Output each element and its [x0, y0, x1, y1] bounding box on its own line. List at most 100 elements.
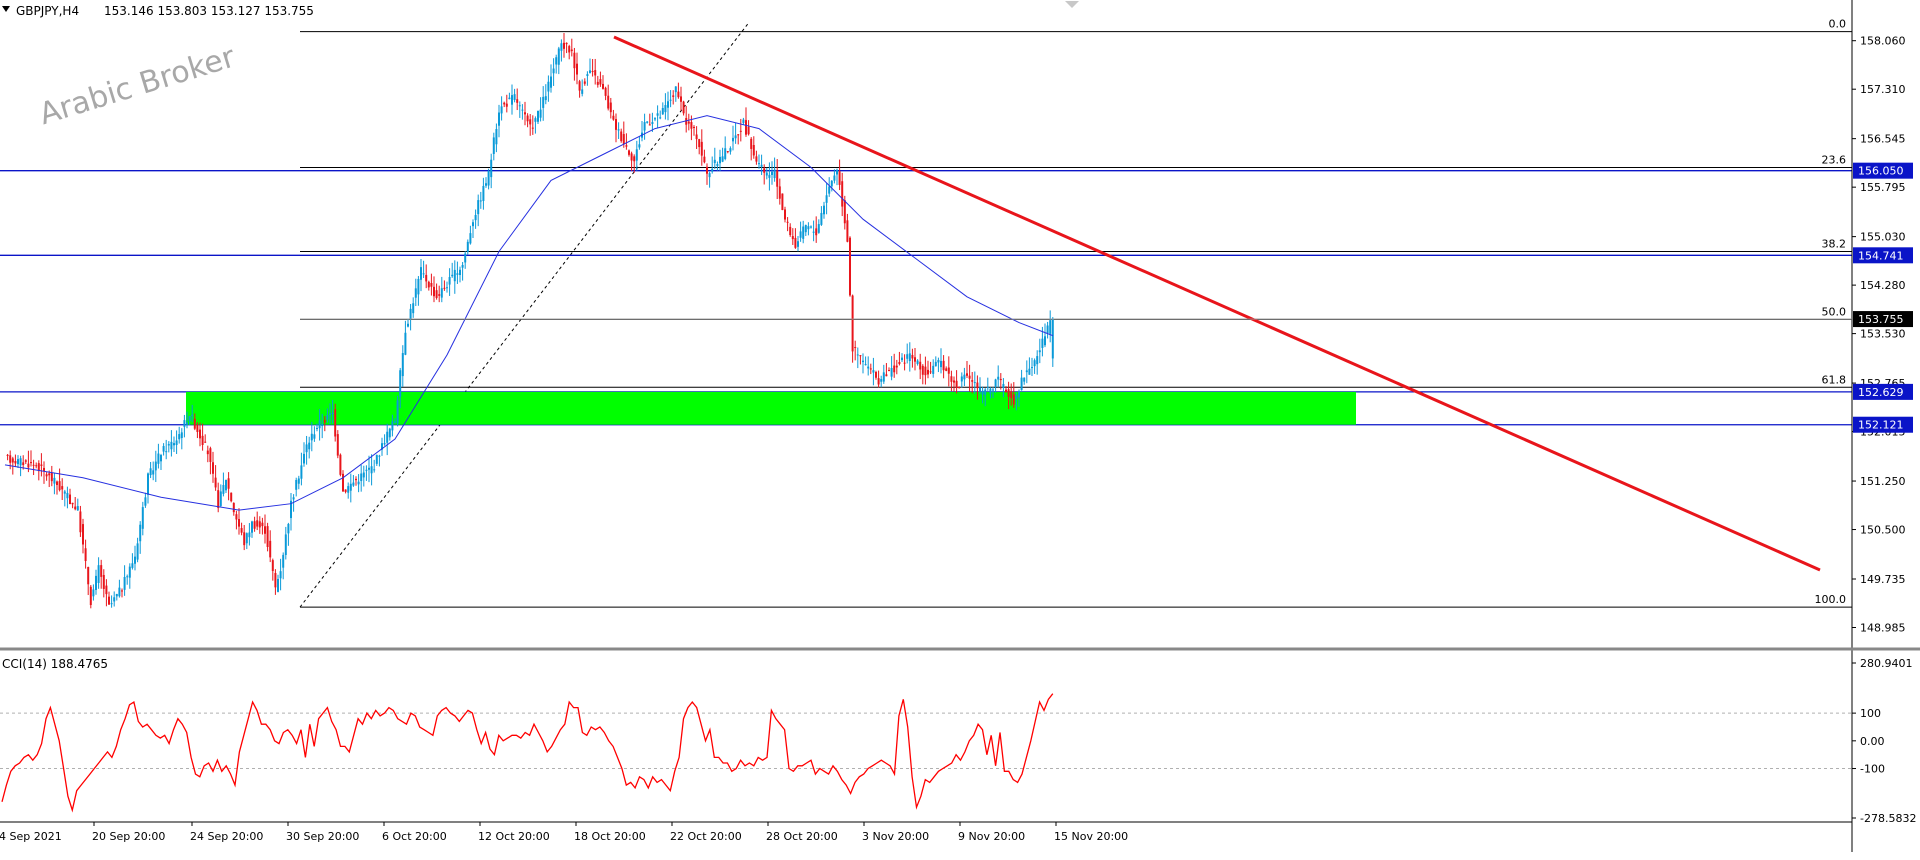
- candle-body: [209, 448, 212, 462]
- price-tick-label: 155.030: [1860, 231, 1906, 244]
- fib-diagonal[interactable]: [299, 23, 749, 608]
- candle-body: [417, 278, 420, 295]
- candle-body: [612, 115, 615, 120]
- candle-body: [820, 212, 823, 225]
- candle-body: [646, 121, 649, 123]
- candle-body: [6, 454, 9, 456]
- candle-body: [435, 290, 438, 298]
- candle-body: [812, 231, 815, 233]
- current-price-badge: [1853, 311, 1913, 328]
- down-trendline[interactable]: [613, 35, 1821, 572]
- candle-body: [308, 442, 311, 450]
- candle-body: [867, 366, 870, 369]
- candle-body: [152, 470, 155, 475]
- time-axis-ticks: 14 Sep 2021 20 Sep 20:00 24 Sep 20:00 30 Se…: [0, 822, 1128, 843]
- candle-body: [872, 370, 875, 373]
- candle-body: [994, 379, 997, 387]
- candle-body: [422, 273, 425, 275]
- candle-body: [269, 540, 272, 558]
- triangle-down-icon[interactable]: [2, 6, 10, 12]
- candle-body: [789, 226, 792, 236]
- candle-body: [539, 109, 542, 118]
- candle-body: [934, 361, 937, 367]
- candle-body: [183, 420, 186, 427]
- candle-body: [524, 112, 526, 115]
- candle-body: [214, 477, 217, 488]
- price-badge-label: 154.741: [1858, 249, 1904, 262]
- candle-body: [583, 81, 586, 84]
- candle-body: [713, 159, 716, 164]
- candle-body: [937, 359, 940, 363]
- candle-body: [838, 171, 841, 185]
- candle-body: [474, 215, 477, 221]
- candle-body: [414, 288, 417, 298]
- candle-body: [672, 95, 675, 97]
- candle-body: [828, 186, 831, 194]
- candle-body: [599, 79, 602, 85]
- cci-panel[interactable]: [0, 693, 1852, 813]
- trendlines[interactable]: [613, 35, 1821, 572]
- current-price-label: 153.755: [1858, 313, 1904, 326]
- candle-body: [386, 431, 389, 443]
- candle-body: [339, 454, 342, 475]
- shift-marker-icon[interactable]: [1065, 1, 1079, 8]
- candle-body: [110, 603, 113, 605]
- candle-body: [45, 474, 48, 477]
- candle-body: [947, 367, 950, 374]
- candle-body: [126, 576, 129, 578]
- candle-body: [1046, 325, 1049, 334]
- candle-body: [737, 134, 740, 136]
- candle-body: [849, 237, 851, 296]
- candle-body: [986, 387, 989, 389]
- price-badge-label: 152.629: [1858, 386, 1904, 399]
- candle-body: [498, 112, 500, 126]
- candle-body: [825, 195, 828, 203]
- candle-body: [92, 589, 95, 597]
- candle-body: [973, 382, 976, 384]
- candle-body: [160, 455, 162, 462]
- candle-body: [492, 137, 495, 154]
- candle-body: [373, 469, 376, 471]
- candle-body: [154, 461, 157, 471]
- support-zone-rect[interactable]: [186, 391, 1356, 425]
- cci-tick-label: 100: [1860, 707, 1881, 720]
- price-badge: [1853, 416, 1913, 433]
- candle-body: [833, 175, 836, 181]
- candle-body: [698, 139, 701, 148]
- candle-body: [804, 225, 807, 233]
- candle-body: [316, 427, 318, 429]
- candle-body: [287, 523, 290, 534]
- candle-body: [84, 548, 87, 562]
- support-zone[interactable]: [186, 391, 1356, 425]
- candle-body: [464, 253, 467, 263]
- candle-body: [271, 560, 274, 572]
- candle-body: [48, 473, 51, 476]
- candle-body: [404, 332, 407, 355]
- candle-body: [721, 156, 724, 162]
- fib-level-label: 23.6: [1822, 153, 1847, 166]
- candle-body: [856, 354, 859, 356]
- candle-body: [903, 362, 906, 364]
- candle-body: [71, 502, 74, 505]
- candle-body: [412, 303, 415, 314]
- price-badge-label: 156.050: [1858, 165, 1904, 178]
- price-badge: [1853, 383, 1913, 400]
- candle-body: [589, 70, 591, 73]
- candle-body: [734, 135, 737, 139]
- candle-body: [776, 170, 779, 187]
- candle-body: [719, 156, 721, 164]
- candle-body: [875, 371, 877, 378]
- candle-body: [771, 171, 773, 175]
- candle-body: [927, 369, 929, 375]
- candle-body: [219, 491, 222, 506]
- candle-body: [854, 347, 857, 349]
- candle-body: [979, 387, 981, 392]
- candle-body: [342, 473, 344, 492]
- candle-body: [1051, 319, 1054, 359]
- candle-body: [56, 481, 58, 486]
- candle-body: [79, 511, 82, 533]
- price-axis-ticks: 158.060 157.310 156.545 155.795 155.030 154.2…: [1852, 35, 1906, 635]
